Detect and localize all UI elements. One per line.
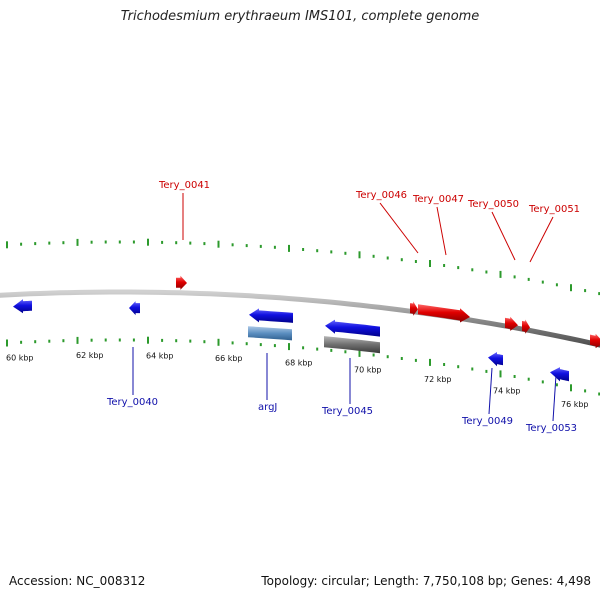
scale-label: 60 kbp	[6, 353, 34, 362]
gene-label[interactable]: Tery_0046	[355, 190, 407, 201]
gene-leader-line	[491, 211, 516, 261]
gene-label[interactable]: Tery_0050	[467, 199, 519, 210]
genome-summary-text: Topology: circular; Length: 7,750,108 bp…	[261, 574, 591, 588]
scale-label: 76 kbp	[561, 400, 589, 409]
gene-label[interactable]: Tery_0040	[106, 397, 158, 408]
gene-label[interactable]: Tery_0045	[321, 406, 373, 417]
forward-gene-arrow[interactable]	[418, 304, 470, 323]
rna-feature-block[interactable]	[248, 326, 292, 341]
reverse-gene-arrow[interactable]	[13, 299, 32, 314]
gene-leader-line	[552, 374, 557, 422]
forward-gene-arrow[interactable]	[176, 275, 187, 290]
forward-gene-arrow[interactable]	[410, 301, 418, 316]
gene-label[interactable]: argJ	[258, 402, 277, 413]
scale-labels: 60 kbp 62 kbp 64 kbp 66 kbp 68 kbp 70 kbp 72 k…	[6, 351, 589, 409]
gene-label[interactable]: Tery_0049	[461, 416, 513, 427]
scale-label: 74 kbp	[493, 386, 521, 395]
gene-label[interactable]: Tery_0053	[525, 423, 577, 434]
reverse-gene-arrow[interactable]	[129, 301, 140, 316]
pseudogene-block[interactable]	[324, 336, 380, 354]
forward-gene-arrow[interactable]	[590, 333, 600, 349]
reverse-gene-arrow[interactable]	[325, 319, 380, 337]
gene-leader-line	[529, 216, 554, 263]
map-title: Trichodesmium erythraeum IMS101, complet…	[120, 9, 480, 24]
scale-label: 70 kbp	[354, 365, 382, 374]
scale-label: 72 kbp	[424, 375, 452, 384]
accession-text: Accession: NC_008312	[9, 574, 146, 588]
scale-label: 66 kbp	[215, 354, 243, 363]
gene-leader-line	[379, 202, 419, 254]
reverse-gene-arrow[interactable]	[249, 308, 293, 323]
scale-label: 68 kbp	[285, 359, 313, 368]
gene-label[interactable]: Tery_0041	[158, 180, 210, 191]
reverse-gene-arrow[interactable]	[550, 367, 569, 382]
scale-label: 64 kbp	[146, 351, 174, 360]
gene-leader-line	[488, 367, 493, 415]
forward-gene-arrow[interactable]	[505, 316, 518, 331]
gene-label[interactable]: Tery_0051	[528, 204, 580, 215]
reverse-tick-row	[6, 336, 600, 396]
reverse-gene-arrow[interactable]	[488, 352, 503, 367]
scale-label: 62 kbp	[76, 351, 104, 360]
gene-leader-line	[436, 206, 447, 256]
gene-label[interactable]: Tery_0047	[412, 194, 464, 205]
forward-gene-arrow[interactable]	[522, 319, 530, 334]
forward-tick-row	[6, 238, 600, 296]
